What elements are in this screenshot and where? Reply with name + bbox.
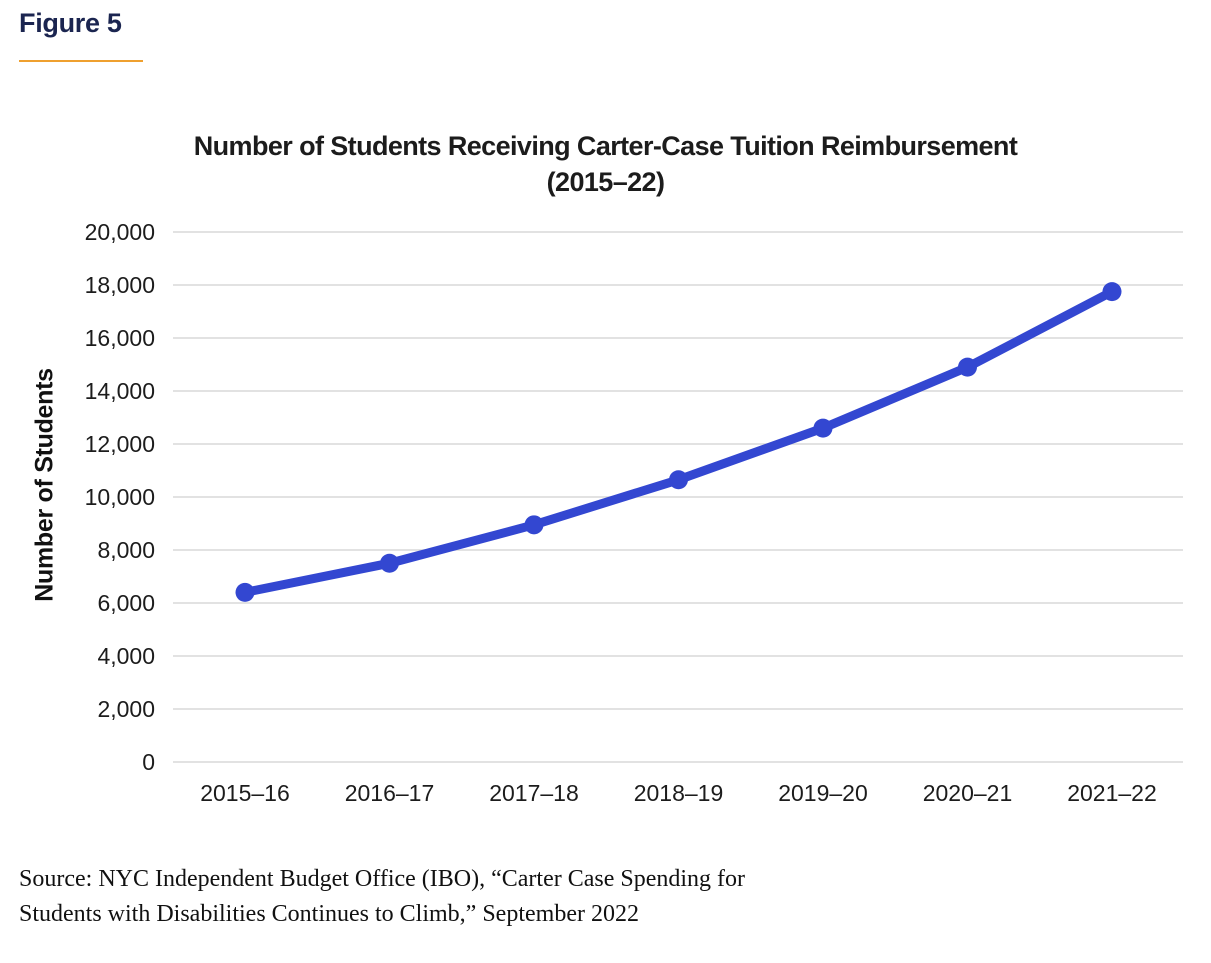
y-tick-label: 8,000 <box>97 537 155 563</box>
x-tick-label: 2019–20 <box>778 780 868 806</box>
y-tick-label: 10,000 <box>85 484 155 510</box>
x-tick-label: 2017–18 <box>489 780 579 806</box>
y-tick-label: 16,000 <box>85 325 155 351</box>
data-point <box>958 357 977 377</box>
source-line2: Students with Disabilities Continues to … <box>19 901 639 927</box>
data-line <box>240 287 1117 597</box>
x-tick-label: 2021–22 <box>1067 780 1157 806</box>
x-tick-label: 2018–19 <box>634 780 724 806</box>
data-point <box>524 515 544 535</box>
chart-title-line1: Number of Students Receiving Carter-Case… <box>193 131 1018 161</box>
x-tick-label: 2015–16 <box>200 780 290 806</box>
data-point <box>1102 282 1122 302</box>
y-tick-label: 6,000 <box>97 590 155 616</box>
source-line1: Source: NYC Independent Budget Office (I… <box>19 866 746 892</box>
y-tick-label: 4,000 <box>97 643 155 669</box>
x-tick-label: 2016–17 <box>345 780 435 806</box>
figure-label: Figure 5 <box>19 8 122 38</box>
chart-title: Number of Students Receiving Carter-Case… <box>0 128 1211 200</box>
y-tick-label: 2,000 <box>97 696 155 722</box>
x-tick-label: 2020–21 <box>923 780 1013 806</box>
y-tick-label: 0 <box>142 749 155 775</box>
y-tick-label: 14,000 <box>85 378 155 404</box>
chart-title-line2: (2015–22) <box>546 167 665 197</box>
data-point <box>669 470 688 490</box>
y-tick-label: 12,000 <box>85 431 155 457</box>
data-point <box>380 553 399 573</box>
source-note: Source: NYC Independent Budget Office (I… <box>19 862 745 932</box>
data-point <box>813 418 833 438</box>
y-tick-label: 18,000 <box>85 272 155 298</box>
figure-underline <box>19 60 143 62</box>
y-tick-label: 20,000 <box>85 219 155 245</box>
data-point <box>235 582 255 602</box>
